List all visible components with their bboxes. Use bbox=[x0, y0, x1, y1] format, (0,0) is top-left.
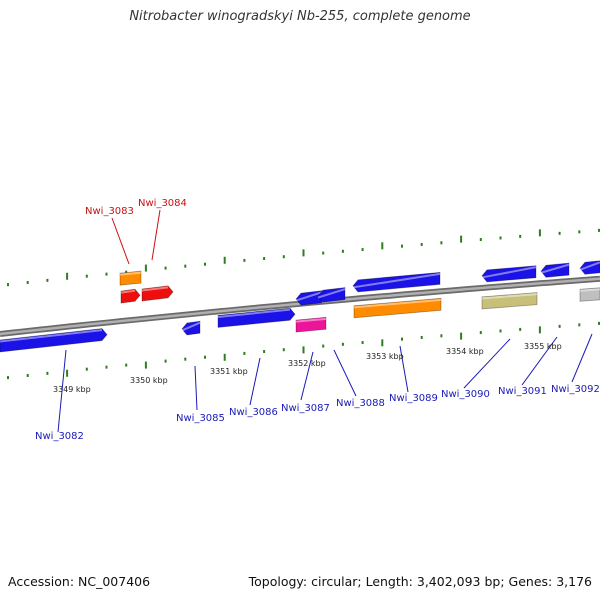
gene-label[interactable]: Nwi_3086 bbox=[229, 407, 278, 418]
accession-text: Accession: NC_007406 bbox=[8, 574, 151, 589]
gene-block-3092b bbox=[579, 287, 600, 302]
gene-label[interactable]: Nwi_3082 bbox=[35, 431, 84, 442]
gene-label[interactable]: Nwi_3091 bbox=[498, 386, 547, 397]
gene-highlight bbox=[119, 271, 142, 276]
gene-block-3085 bbox=[181, 320, 201, 336]
gene-label[interactable]: Nwi_3087 bbox=[281, 403, 330, 414]
label-group: 3349 kbp 3350 kbp 3351 kbp 3352 kbp 3353 kbp… bbox=[35, 198, 600, 442]
gene-highlight bbox=[579, 288, 600, 292]
outer-tick-row bbox=[7, 228, 600, 287]
gene-highlight bbox=[317, 288, 346, 299]
gene-block-3090b bbox=[481, 292, 538, 310]
gene-highlight bbox=[217, 308, 291, 318]
genome-summary-text: Topology: circular; Length: 3,402,093 bp… bbox=[248, 574, 592, 589]
leader-line-group bbox=[57, 209, 593, 433]
leader-line bbox=[151, 209, 161, 261]
gene-label[interactable]: Nwi_3083 bbox=[85, 206, 134, 217]
gene-block-3092 bbox=[579, 260, 600, 275]
scale-label: 3353 kbp bbox=[366, 352, 404, 361]
scale-label: 3350 kbp bbox=[130, 376, 168, 385]
gene-block-3083 bbox=[120, 288, 141, 304]
scale-label: 3354 kbp bbox=[446, 347, 484, 356]
scale-label: 3349 kbp bbox=[53, 385, 91, 394]
gene-block-3089 bbox=[353, 297, 442, 319]
genome-title: Nitrobacter winogradskyi Nb-255, complet… bbox=[129, 9, 471, 24]
scale-label: 3352 kbp bbox=[288, 359, 326, 368]
leader-line bbox=[463, 338, 511, 389]
gene-block-3086 bbox=[217, 307, 296, 328]
scale-label: 3355 kbp bbox=[524, 342, 562, 351]
feature-group bbox=[0, 260, 600, 353]
gene-label[interactable]: Nwi_3088 bbox=[336, 398, 385, 409]
gene-label[interactable]: Nwi_3090 bbox=[441, 389, 490, 400]
leader-line bbox=[333, 349, 357, 397]
gene-block-3088 bbox=[317, 287, 346, 303]
gene-block-3084 bbox=[141, 285, 174, 302]
leader-line bbox=[399, 345, 409, 393]
gene-block-3087 bbox=[295, 316, 327, 333]
gene-highlight bbox=[481, 266, 537, 279]
gene-highlight bbox=[353, 298, 442, 309]
leader-line bbox=[521, 336, 558, 386]
gene-highlight bbox=[0, 329, 103, 343]
scale-label: 3351 kbp bbox=[210, 367, 248, 376]
inner-tick-row bbox=[7, 321, 600, 380]
gene-highlight bbox=[352, 272, 441, 289]
gene-highlight bbox=[120, 289, 136, 294]
gene-block-3088b bbox=[352, 271, 441, 293]
leader-line bbox=[111, 217, 130, 265]
leader-line bbox=[300, 351, 314, 401]
gene-highlight bbox=[481, 293, 538, 300]
gene-block-3083-orange bbox=[119, 270, 142, 286]
gene-label[interactable]: Nwi_3085 bbox=[176, 413, 225, 424]
gene-block-3091 bbox=[540, 262, 570, 278]
leader-line bbox=[194, 365, 198, 411]
gene-highlight bbox=[295, 317, 327, 323]
gene-label[interactable]: Nwi_3084 bbox=[138, 198, 187, 209]
gene-block-3082 bbox=[0, 328, 108, 353]
gene-highlight bbox=[181, 321, 201, 332]
gene-highlight bbox=[141, 286, 169, 292]
gene-label[interactable]: Nwi_3092 bbox=[551, 384, 600, 395]
leader-line bbox=[249, 357, 261, 406]
leader-line bbox=[571, 333, 593, 383]
gene-highlight bbox=[579, 261, 600, 271]
gene-highlight bbox=[295, 291, 323, 302]
gene-block-3090 bbox=[481, 265, 537, 283]
gene-highlight bbox=[540, 263, 570, 274]
gene-label[interactable]: Nwi_3089 bbox=[389, 393, 438, 404]
leader-line bbox=[57, 349, 67, 433]
